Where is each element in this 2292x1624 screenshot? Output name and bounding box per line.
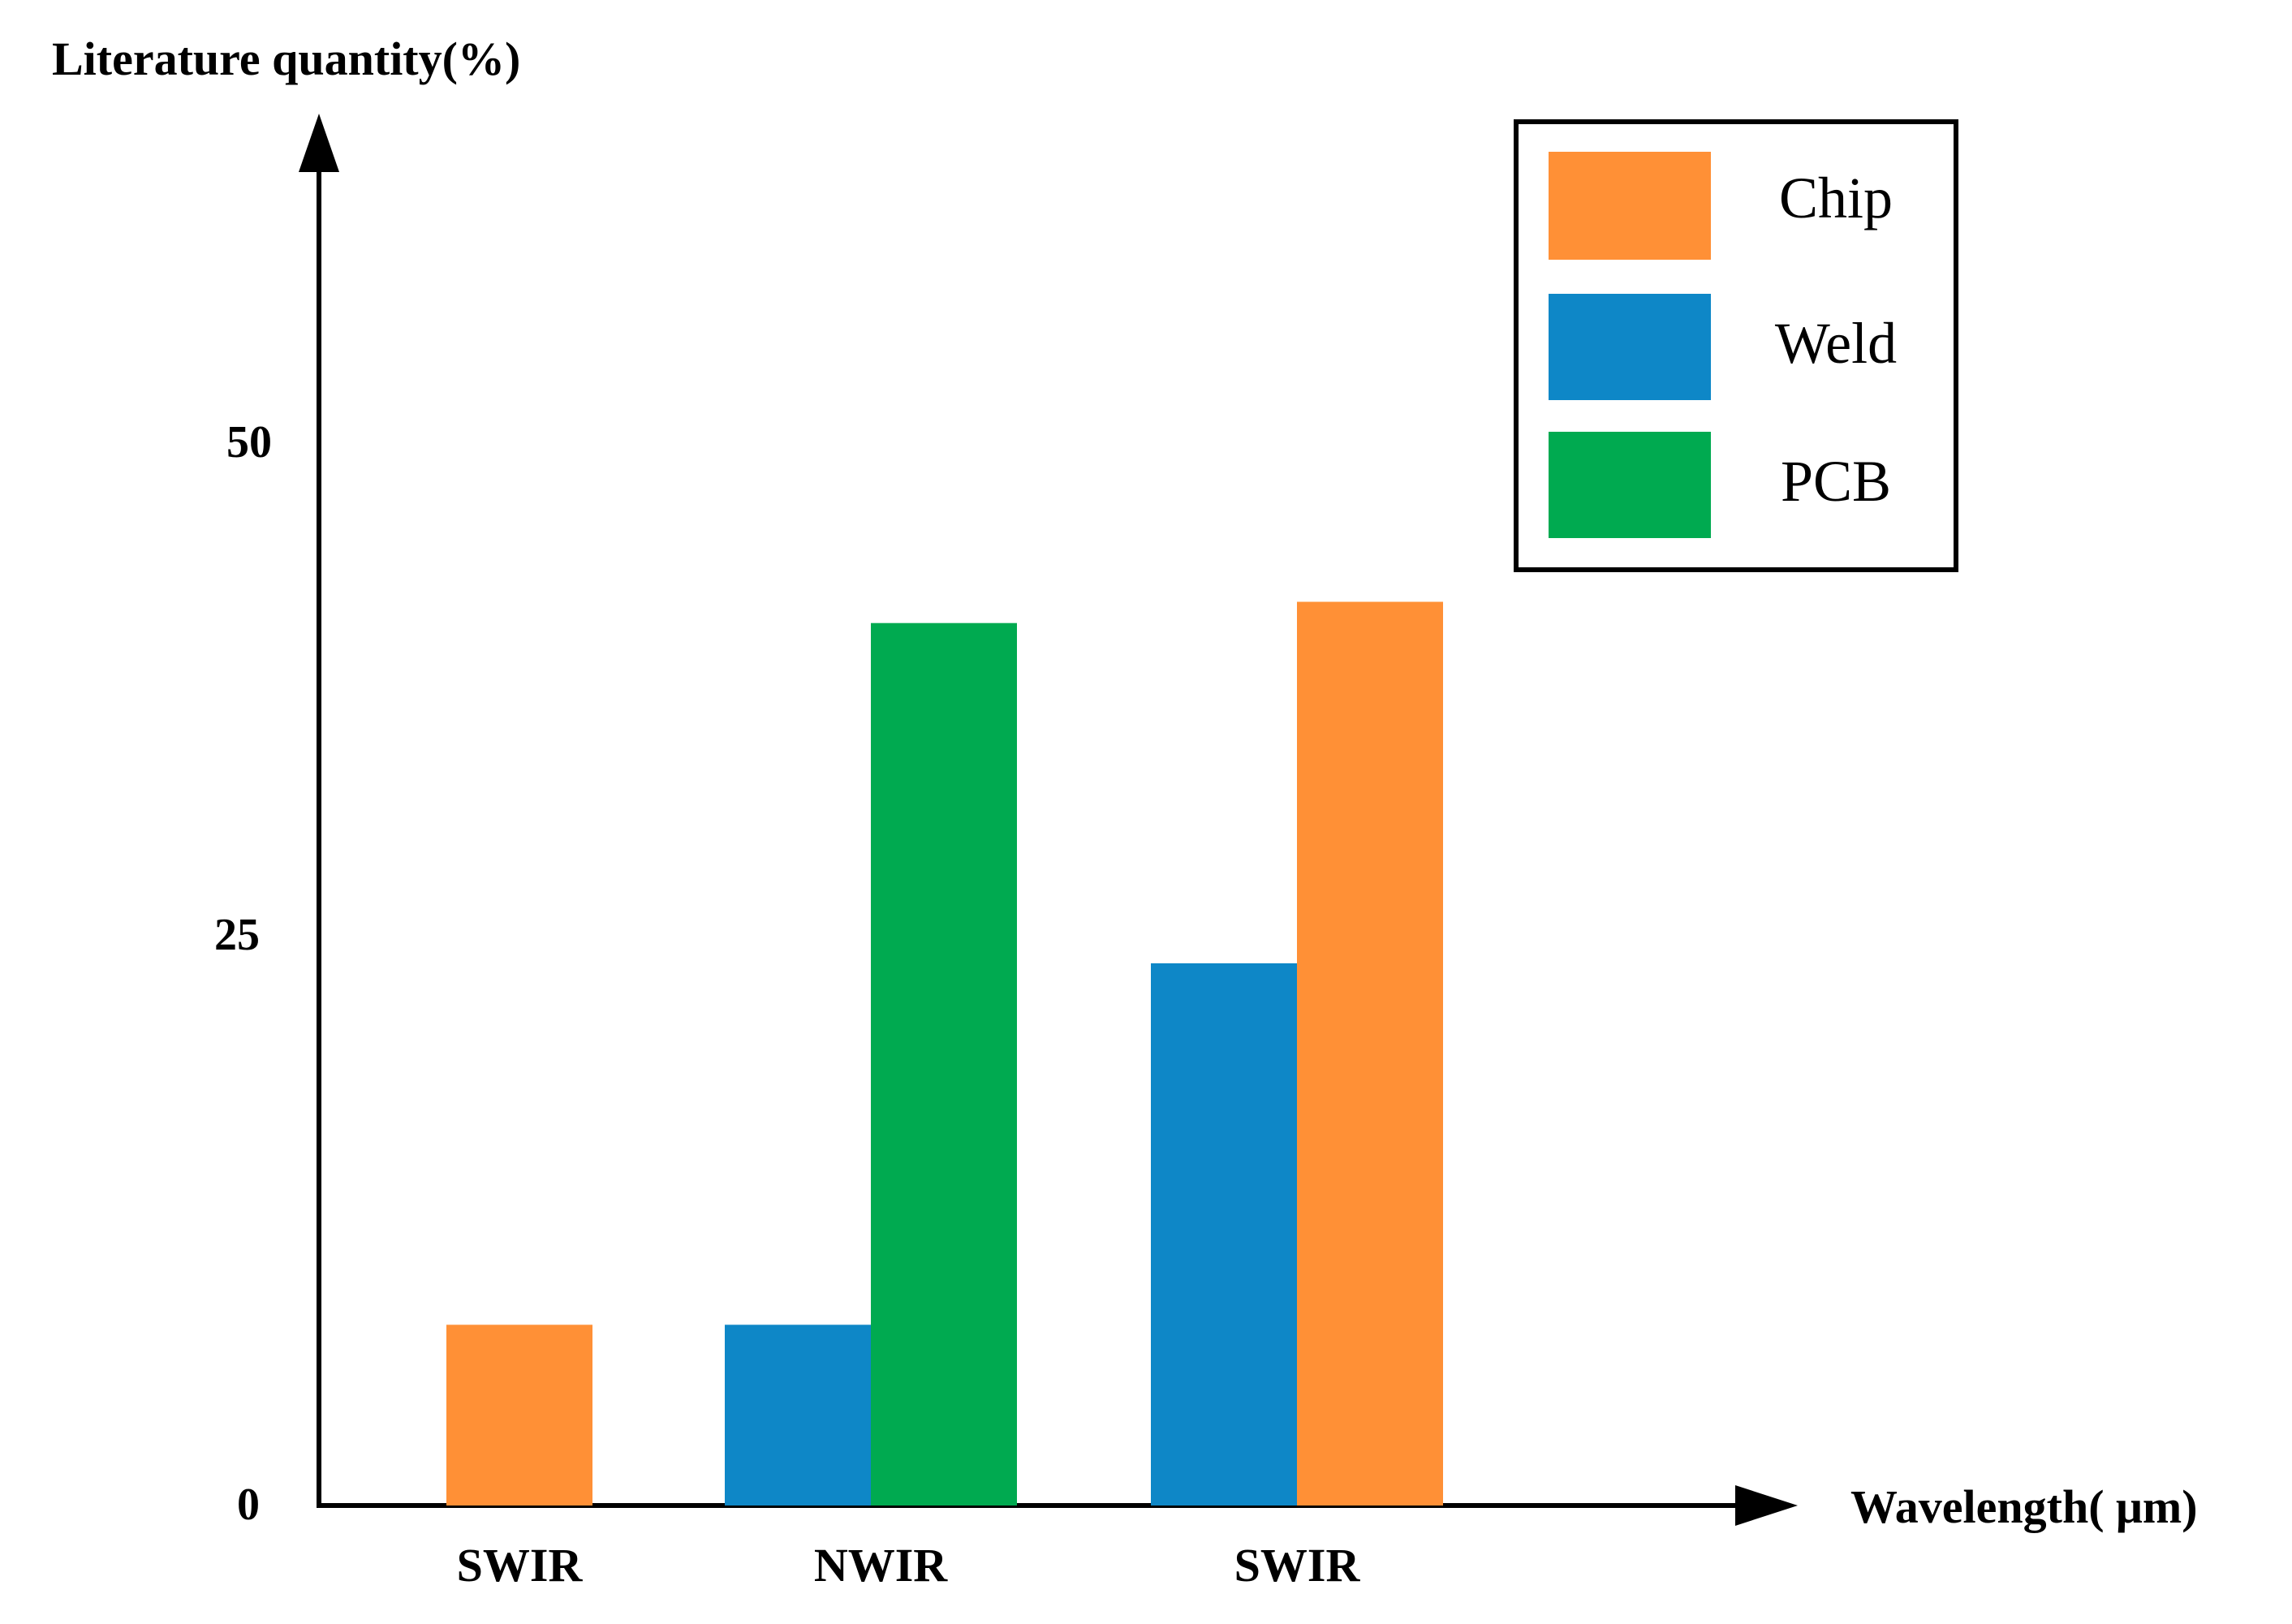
x-axis-title: Wavelength( μm) — [1850, 1480, 2198, 1533]
y-tick-label-25: 25 — [214, 910, 260, 960]
legend-label-pcb: PCB — [1781, 449, 1891, 514]
bar-pcb-nwir-1 — [871, 622, 1017, 1506]
bars-group — [446, 601, 1443, 1506]
x-tick-label-swir-2: SWIR — [1234, 1539, 1361, 1592]
legend-label-weld: Weld — [1775, 311, 1897, 376]
y-axis-arrow-icon — [299, 114, 339, 172]
legend: Chip Weld PCB — [1514, 119, 1958, 572]
bar-chip-swir-2 — [1297, 601, 1443, 1506]
x-tick-label-nwir: NWIR — [814, 1539, 948, 1592]
y-tick-label-50: 50 — [226, 417, 272, 467]
bar-chip-swir-0 — [446, 1325, 592, 1506]
x-axis-arrow-icon — [1735, 1485, 1798, 1526]
legend-swatch-weld — [1549, 294, 1711, 400]
legend-label-chip: Chip — [1779, 166, 1893, 230]
y-tick-label-0: 0 — [237, 1480, 260, 1530]
legend-swatch-pcb — [1549, 432, 1711, 538]
x-tick-label-swir-1: SWIR — [457, 1539, 584, 1592]
legend-swatch-chip — [1549, 152, 1711, 260]
bar-weld-swir-2 — [1151, 963, 1297, 1506]
y-axis-title: Literature quantity(%) — [52, 32, 520, 85]
bar-weld-nwir-1 — [725, 1325, 871, 1506]
